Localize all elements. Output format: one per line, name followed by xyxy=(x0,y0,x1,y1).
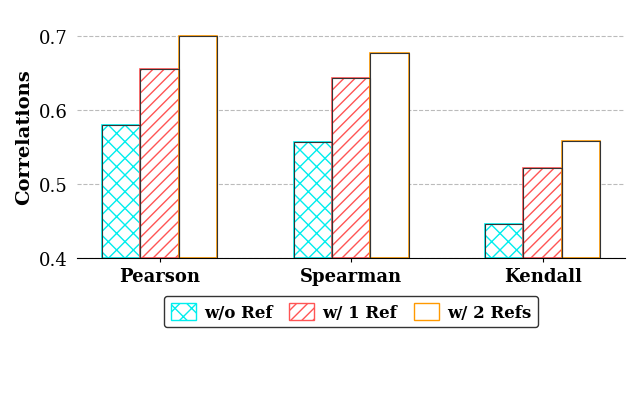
Bar xyxy=(179,37,217,258)
Bar xyxy=(370,54,408,258)
Bar xyxy=(294,143,332,258)
Bar xyxy=(332,78,370,258)
Bar xyxy=(102,126,140,258)
Bar xyxy=(102,126,140,258)
Bar xyxy=(179,37,217,258)
Legend: w/o Ref, w/ 1 Ref, w/ 2 Refs: w/o Ref, w/ 1 Ref, w/ 2 Refs xyxy=(164,296,538,328)
Bar xyxy=(140,70,179,258)
Bar xyxy=(485,224,524,258)
Bar xyxy=(524,168,562,258)
Bar xyxy=(370,54,408,258)
Bar xyxy=(524,168,562,258)
Bar xyxy=(294,143,332,258)
Bar xyxy=(332,78,370,258)
Y-axis label: Correlations: Correlations xyxy=(15,69,33,204)
Bar xyxy=(562,142,600,258)
Bar xyxy=(140,70,179,258)
Bar xyxy=(562,142,600,258)
Bar xyxy=(485,224,524,258)
